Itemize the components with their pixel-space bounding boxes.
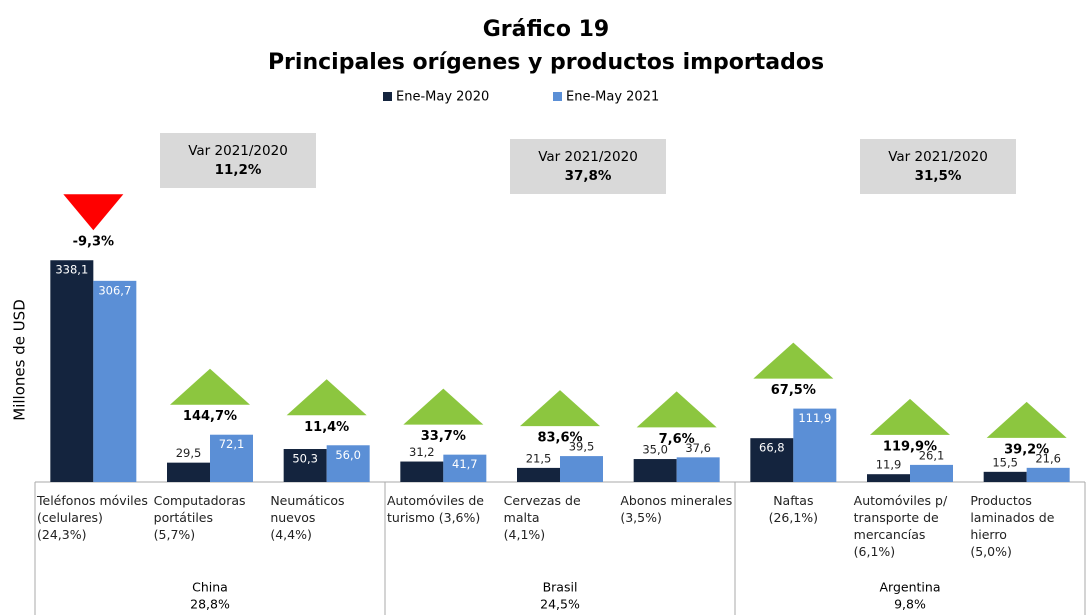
bar [676,457,720,482]
x-tick-label: Abonos minerales (3,5%) [620,493,733,525]
value-label: 15,5 [992,455,1018,469]
x-tick-label: Teléfonos móviles (celulares) (24,3%) [37,493,148,542]
x-tick-label: Automóviles de turismo (3,6%) [387,493,484,525]
up-arrow [636,391,717,428]
group-name: Argentina [880,580,941,595]
var-title: Var 2021/2020 [538,149,638,165]
value-label: 72,1 [219,437,245,451]
bar [867,474,910,482]
bar [93,280,137,482]
x-tick-label: Cervezas de malta (4,1%) [503,493,581,542]
change-label: -9,3% [73,235,114,250]
change-label: 83,6% [537,431,582,446]
bar [326,445,370,482]
up-arrow [286,379,367,416]
change-label: 67,5% [771,383,816,398]
up-arrow [753,342,834,379]
var-box [160,133,316,188]
bar [50,260,94,482]
bar [167,462,210,482]
bar [560,456,603,482]
value-label: 31,2 [409,445,435,459]
down-arrow [63,194,124,231]
value-label: 21,6 [1035,451,1061,465]
bar [517,467,560,482]
value-label: 41,7 [452,457,478,471]
x-tick-label: Neumáticos nuevos (4,4%) [270,493,345,542]
value-label: 35,0 [642,443,668,457]
var-value: 31,5% [915,168,962,184]
bar [400,461,444,482]
x-tick-label: Computadoras portátiles (5,7%) [153,493,246,542]
value-label: 21,5 [526,451,552,465]
bar [750,438,794,482]
x-tick-label: Productos laminados de hierro (5,0%) [970,493,1055,559]
value-label: 306,7 [98,283,131,297]
bar [793,408,837,482]
up-arrow [870,398,950,435]
var-box [510,139,666,194]
up-arrow [520,390,600,427]
bar [983,471,1027,482]
up-arrow [986,401,1067,438]
var-title: Var 2021/2020 [888,149,988,165]
var-value: 37,8% [565,168,612,184]
up-arrow [403,388,484,425]
value-label: 11,9 [876,458,902,472]
x-tick-label: Automóviles p/ transporte de mercancías … [853,493,948,559]
bar [283,449,327,482]
y-axis-label: Millones de USD [11,299,29,421]
change-label: 39,2% [1004,442,1049,457]
chart-title: Gráfico 19 [483,17,610,42]
value-label: 338,1 [55,263,88,277]
chart-subtitle: Principales orígenes y productos importa… [268,50,824,75]
bar [910,464,953,482]
legend-label: Ene-May 2020 [396,90,489,105]
value-label: 50,3 [292,452,318,466]
change-label: 144,7% [183,409,237,424]
change-label: 119,9% [883,439,937,454]
value-label: 66,8 [759,441,785,455]
bar [1026,467,1070,482]
up-arrow [170,368,250,405]
change-label: 11,4% [304,420,349,435]
value-label: 39,5 [569,440,595,454]
value-label: 37,6 [685,441,711,455]
value-label: 26,1 [919,448,945,462]
legend-swatch [553,92,562,101]
value-label: 111,9 [798,411,831,425]
change-label: 7,6% [659,432,695,447]
group-name: Brasil [543,580,578,595]
value-label: 29,5 [176,446,202,460]
bar [443,454,487,482]
var-box [860,139,1016,194]
value-label: 56,0 [335,448,361,462]
change-label: 33,7% [421,429,466,444]
legend-label: Ene-May 2021 [566,90,659,105]
group-name: China [192,580,228,595]
bar [633,459,677,482]
group-share: 28,8% [190,597,230,612]
legend-swatch [383,92,392,101]
var-title: Var 2021/2020 [188,143,288,159]
bar [210,434,253,482]
var-value: 11,2% [215,162,262,178]
x-tick-label: Naftas (26,1%) [768,493,819,525]
group-share: 9,8% [894,597,926,612]
group-share: 24,5% [540,597,580,612]
